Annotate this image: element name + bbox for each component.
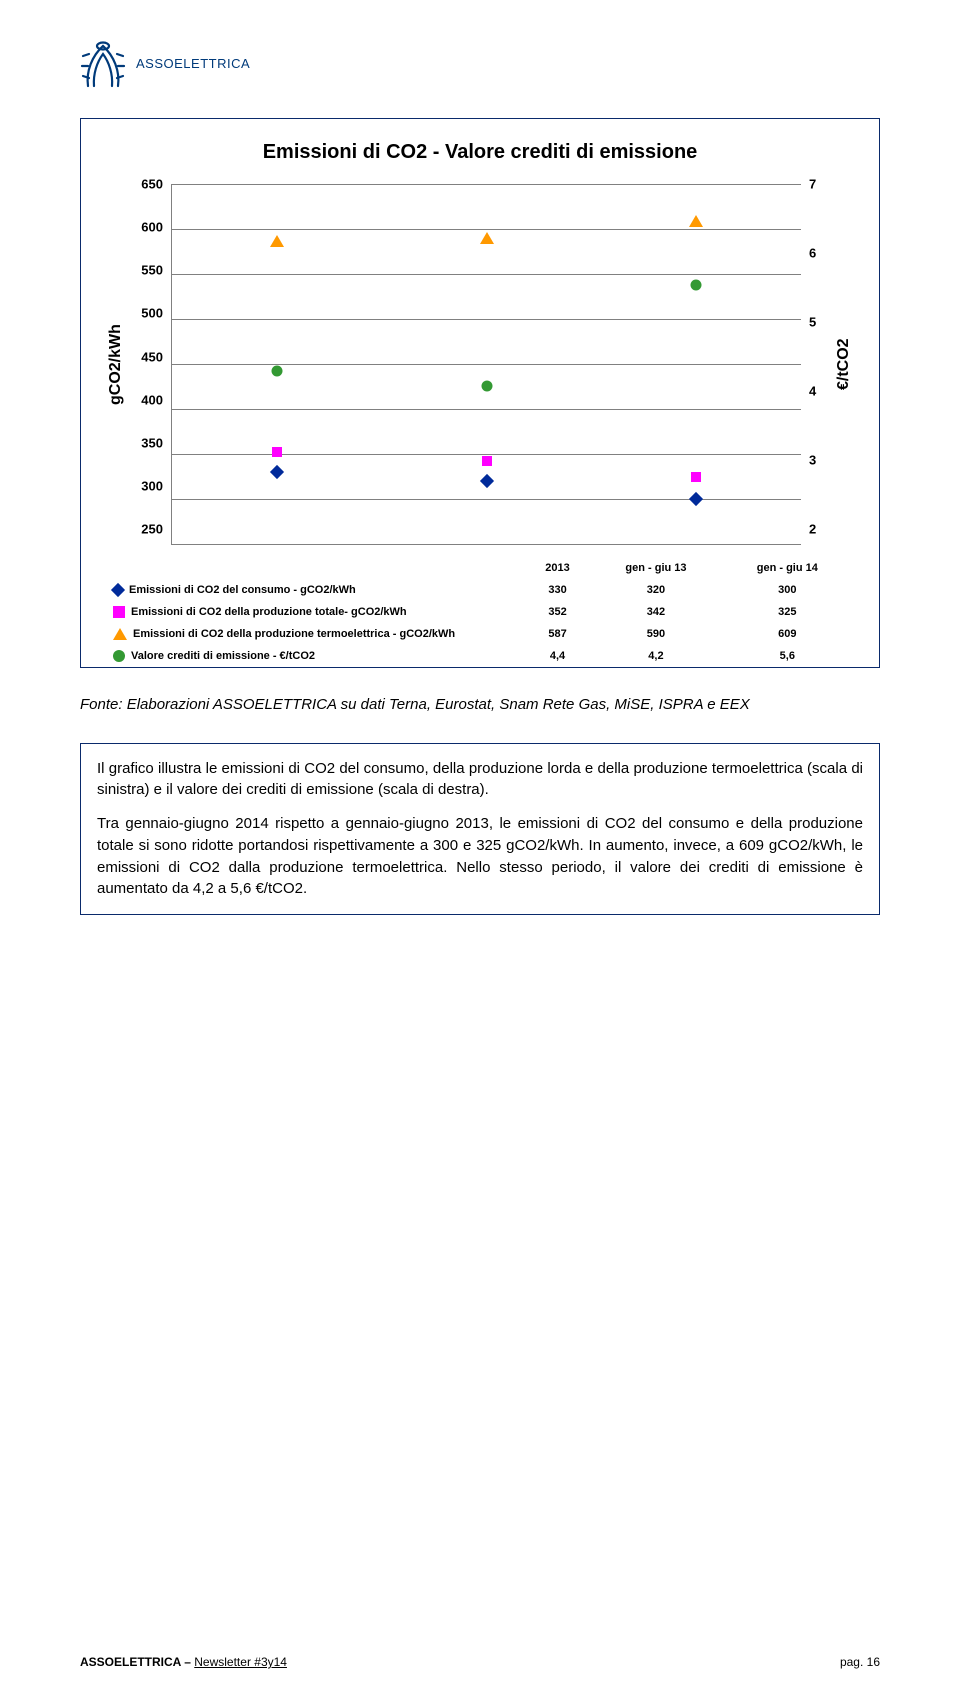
legend-value: 320 [590,579,721,601]
chart-marker [270,235,284,247]
logo-icon [80,36,126,90]
chart-marker [481,380,492,391]
legend-label: Emissioni di CO2 del consumo - gCO2/kWh [129,584,356,596]
legend-value: 4,4 [525,645,591,667]
legend-value: 587 [525,623,591,645]
legend-label: Valore crediti di emissione - €/tCO2 [131,650,315,662]
legend-swatch-icon [113,650,125,662]
grid-line [172,454,801,455]
y-left-label: gCO2/kWh [107,184,125,545]
footer-issue: Newsletter #3y14 [194,1655,287,1669]
legend-value: 352 [525,601,591,623]
footer-page-num: 16 [867,1655,880,1669]
chart-marker [689,215,703,227]
chart-plot [171,184,801,545]
chart-marker [270,465,284,479]
chart-marker [480,232,494,244]
chart-marker [691,472,701,482]
legend-label-cell: Valore crediti di emissione - €/tCO2 [107,645,525,667]
legend-row: Emissioni di CO2 della produzione termoe… [107,623,853,645]
grid-line [172,229,801,230]
legend-label-cell: Emissioni di CO2 della produzione totale… [107,601,525,623]
y-right-tick: 5 [809,315,827,330]
grid-line [172,274,801,275]
y-left-tick: 450 [133,349,163,364]
y-left-ticks: 650600550500450400350300250 [133,184,163,544]
y-right-tick: 4 [809,384,827,399]
y-right-tick: 6 [809,246,827,261]
legend-value: 5,6 [722,645,853,667]
legend-value: 609 [722,623,853,645]
y-right-tick: 3 [809,453,827,468]
footer-page: pag. 16 [840,1655,880,1669]
legend-table: 2013gen - giu 13gen - giu 14 Emissioni d… [107,557,853,667]
legend-swatch-icon [113,628,127,640]
chart-marker [689,492,703,506]
chart-marker [272,447,282,457]
y-right-ticks: 765432 [809,184,827,544]
brand-name: ASSOELETTRICA [136,56,250,71]
y-right-tick: 2 [809,522,827,537]
chart-marker [482,456,492,466]
footer: ASSOELETTRICA – Newsletter #3y14 pag. 16 [80,1655,880,1669]
y-left-tick: 300 [133,478,163,493]
y-left-tick: 350 [133,435,163,450]
legend-row: Emissioni di CO2 della produzione totale… [107,601,853,623]
y-left-tick: 250 [133,522,163,537]
legend-value: 325 [722,601,853,623]
header: ASSOELETTRICA [80,36,880,90]
legend-value: 4,2 [590,645,721,667]
legend-swatch-icon [113,606,125,618]
body-text-panel: Il grafico illustra le emissioni di CO2 … [80,743,880,916]
y-right-label: €/tCO2 [835,184,853,545]
body-paragraph-1: Il grafico illustra le emissioni di CO2 … [97,758,863,802]
legend-value: 300 [722,579,853,601]
y-left-tick: 600 [133,220,163,235]
chart-marker [691,279,702,290]
legend-corner [107,557,525,579]
footer-left: ASSOELETTRICA – Newsletter #3y14 [80,1655,287,1669]
legend-value: 342 [590,601,721,623]
chart-title: Emissioni di CO2 - Valore crediti di emi… [107,141,853,164]
grid-line [172,364,801,365]
legend-label: Emissioni di CO2 della produzione termoe… [133,628,455,640]
chart-marker [479,474,493,488]
legend-value: 590 [590,623,721,645]
y-right-tick: 7 [809,177,827,192]
grid-line [172,499,801,500]
legend-col-header: gen - giu 13 [590,557,721,579]
legend-row: Valore crediti di emissione - €/tCO2 4,44… [107,645,853,667]
footer-brand: ASSOELETTRICA [80,1655,181,1669]
legend-label-cell: Emissioni di CO2 del consumo - gCO2/kWh [107,579,525,601]
legend-col-header: 2013 [525,557,591,579]
source-line: Fonte: Elaborazioni ASSOELETTRICA su dat… [80,694,880,717]
legend-value: 330 [525,579,591,601]
grid-line [172,184,801,185]
grid-line [172,319,801,320]
body-paragraph-2: Tra gennaio-giugno 2014 rispetto a genna… [97,813,863,900]
legend-col-header: gen - giu 14 [722,557,853,579]
chart-card: Emissioni di CO2 - Valore crediti di emi… [80,118,880,668]
y-left-tick: 650 [133,177,163,192]
footer-sep: – [181,1655,194,1669]
y-left-tick: 500 [133,306,163,321]
y-left-tick: 550 [133,263,163,278]
chart-marker [271,366,282,377]
y-left-tick: 400 [133,392,163,407]
legend-label: Emissioni di CO2 della produzione totale… [131,606,407,618]
grid-line [172,409,801,410]
legend-row: Emissioni di CO2 del consumo - gCO2/kWh 3… [107,579,853,601]
footer-page-label: pag. [840,1655,867,1669]
legend-swatch-icon [111,583,125,597]
legend-label-cell: Emissioni di CO2 della produzione termoe… [107,623,525,645]
